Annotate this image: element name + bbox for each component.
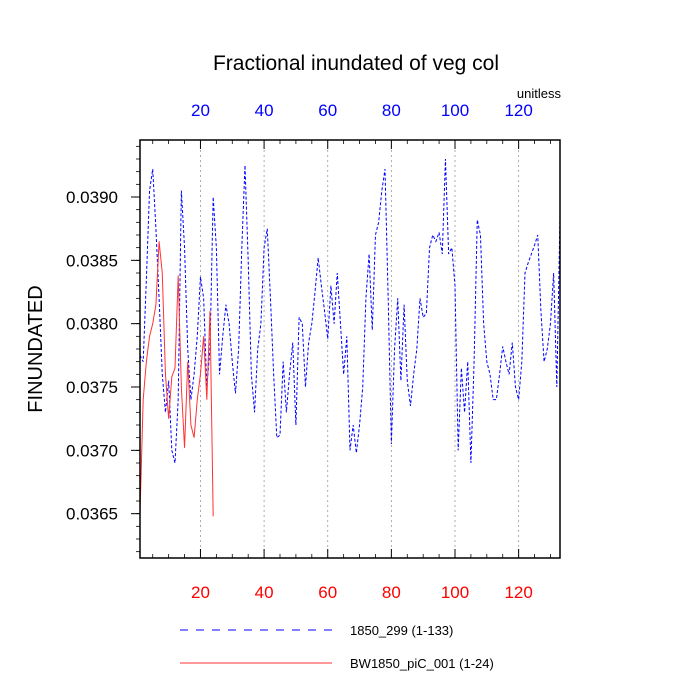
y-tick-label: 0.0380 <box>66 315 118 334</box>
legend-label-1850: 1850_299 (1-133) <box>350 623 453 638</box>
x-tick-label-bottom: 20 <box>191 583 210 602</box>
y-tick-label: 0.0390 <box>66 188 118 207</box>
x-tick-label-bottom: 120 <box>504 583 532 602</box>
x-tick-label-top: 100 <box>441 101 469 120</box>
y-tick-label: 0.0375 <box>66 378 118 397</box>
x-tick-label-top: 60 <box>318 101 337 120</box>
x-tick-label-top: 20 <box>191 101 210 120</box>
chart-title: Fractional inundated of veg col <box>213 52 499 75</box>
x-gridlines <box>200 140 520 558</box>
x-tick-label-top: 40 <box>255 101 274 120</box>
y-axis-label: FINUNDATED <box>25 285 47 412</box>
x-tick-label-top: 80 <box>382 101 401 120</box>
axes: 20 20 40 40 60 60 80 80 100 100 120 120 0.0365 0.0370… <box>66 101 551 602</box>
plot-frame <box>139 139 561 559</box>
x-tick-label-bottom: 80 <box>382 583 401 602</box>
x-tick-label-bottom: 40 <box>255 583 274 602</box>
legend: 1850_299 (1-133) BW1850_piC_001 (1-24) <box>180 623 494 671</box>
series-line-1850 <box>139 158 561 464</box>
y-tick-label: 0.0385 <box>66 251 118 270</box>
y-tick-label: 0.0370 <box>66 441 118 460</box>
top-axis-units: unitless <box>517 86 562 101</box>
y-tick-label: 0.0365 <box>66 505 118 524</box>
x-tick-label-top: 120 <box>504 101 532 120</box>
legend-label-bw1850: BW1850_piC_001 (1-24) <box>350 656 494 671</box>
series-line-bw1850 <box>139 241 214 517</box>
series-lines <box>139 158 561 517</box>
x-tick-label-bottom: 100 <box>441 583 469 602</box>
x-tick-label-bottom: 60 <box>318 583 337 602</box>
